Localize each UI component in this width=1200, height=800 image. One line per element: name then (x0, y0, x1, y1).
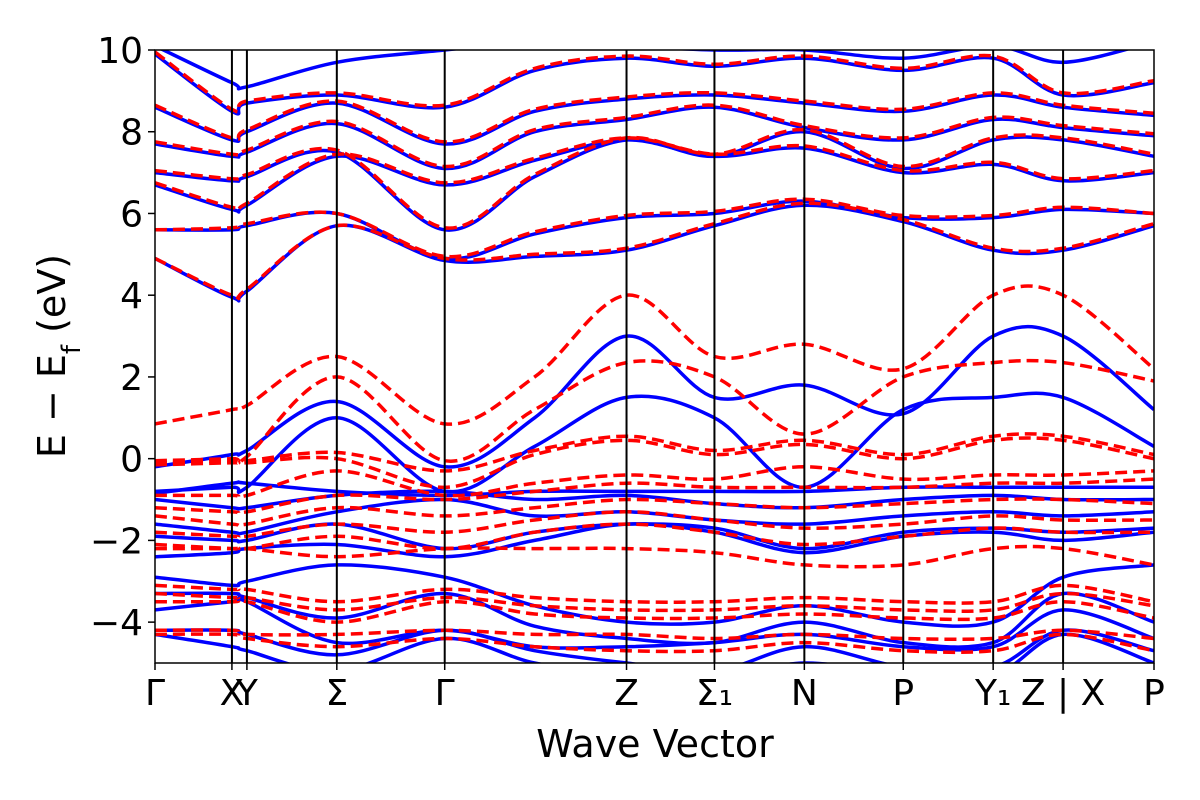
y-axis-ticks: −4 −2 0 2 4 6 8 10 (90, 31, 155, 644)
y-tick-label-3: 2 (120, 358, 143, 399)
band-line-red-38 (155, 127, 1154, 230)
x-tick-label-6: Σ₁ (696, 673, 733, 714)
band-line-blue-11 (155, 632, 1154, 663)
x-tick-label-8: P (892, 673, 914, 714)
x-tick-label-10: Z | X (1021, 673, 1105, 714)
x-tick-label-4: Γ (435, 673, 455, 714)
band-line-red-12 (155, 284, 1154, 426)
y-tick-label-5: 6 (120, 194, 143, 235)
plot-frame (154, 49, 1155, 664)
y-tick-label-1: −2 (90, 521, 143, 562)
x-tick-label-5: Z (614, 673, 639, 714)
x-tick-label-9: Y₁ (974, 673, 1011, 714)
y-tick-label-2: 0 (120, 440, 143, 481)
y-tick-label-0: −4 (90, 603, 143, 644)
y-tick-label-4: 4 (120, 276, 143, 317)
x-tick-label-1: X (220, 673, 245, 714)
x-axis-label: Wave Vector (536, 722, 774, 766)
x-tick-label-3: Σ (325, 673, 348, 714)
x-tick-label-11: P (1143, 673, 1165, 714)
x-tick-label-0: Γ (145, 673, 165, 714)
x-tick-label-7: N (791, 673, 818, 714)
y-axis-label-subscript: f (57, 344, 87, 354)
kpoint-lines (230, 50, 1065, 663)
x-axis-ticks: Γ XY Σ Γ Z Σ₁ N P Y₁ Z | X P (145, 663, 1165, 714)
x-tick-label-2: Y (235, 673, 259, 714)
y-axis-label-suffix: (eV) (30, 254, 74, 345)
band-line-blue-10 (155, 628, 1154, 663)
band-line-blue-34 (159, 50, 1131, 91)
y-tick-label-6: 8 (120, 113, 143, 154)
y-axis-label: E − Ef (eV) (30, 254, 87, 458)
y-tick-label-7: 10 (97, 31, 143, 72)
y-axis-label-prefix: E − E (30, 354, 74, 458)
band-line-blue-30 (155, 129, 1154, 232)
